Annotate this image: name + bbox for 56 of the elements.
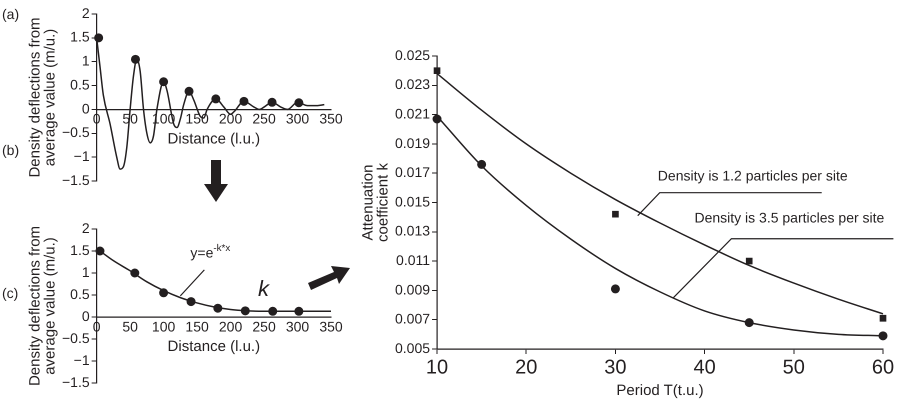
y-tick-label: 1 bbox=[82, 264, 90, 280]
x-tick-label: 350 bbox=[319, 110, 343, 127]
y-tick-label: 0.021 bbox=[394, 105, 430, 122]
x-tick-label: 60 bbox=[872, 356, 894, 379]
y-tick-label: −0.5 bbox=[62, 124, 90, 140]
y-tick-label: 0 bbox=[82, 100, 90, 116]
y-axis-title: Density deflections from average value (m/u.) bbox=[26, 17, 59, 178]
y-tick-label: 0.025 bbox=[394, 46, 430, 63]
y-tick-label: 0.5 bbox=[70, 286, 90, 302]
y-tick-label: 1 bbox=[82, 52, 90, 69]
x-tick-label: 50 bbox=[782, 356, 805, 379]
annotation: k bbox=[258, 276, 269, 302]
x-tick-label: 350 bbox=[319, 318, 343, 334]
x-axis-title: Period T(t.u.) bbox=[616, 382, 704, 400]
y-tick-label: 0.007 bbox=[394, 310, 430, 327]
x-tick-label: 250 bbox=[252, 110, 276, 127]
y-tick-label: 0.019 bbox=[394, 134, 430, 151]
x-axis-title: Distance (l.u.) bbox=[168, 338, 260, 355]
x-tick-label: 150 bbox=[185, 318, 209, 334]
x-axis-title: Distance (l.u.) bbox=[168, 130, 260, 148]
y-tick-label: 1.5 bbox=[70, 242, 90, 258]
y-tick-label: 0.009 bbox=[394, 281, 430, 298]
y-tick-label: 0.005 bbox=[394, 340, 430, 356]
x-tick-label: 300 bbox=[286, 318, 310, 334]
y-tick-label: −1 bbox=[74, 148, 90, 164]
y-tick-label: 0.017 bbox=[394, 164, 430, 180]
x-tick-label: 200 bbox=[218, 318, 242, 334]
text: (a) bbox=[2, 6, 20, 22]
text: (c) bbox=[2, 285, 18, 301]
x-tick-label: 10 bbox=[426, 356, 448, 379]
y-tick-label: −1.5 bbox=[62, 374, 90, 390]
y-tick-label: 0 bbox=[82, 308, 90, 324]
x-tick-label: 20 bbox=[515, 356, 538, 379]
y-tick-label: 1.5 bbox=[70, 28, 90, 45]
y-tick-label: 0.011 bbox=[396, 252, 430, 268]
y-tick-label: 0.013 bbox=[394, 222, 430, 239]
x-tick-label: 250 bbox=[252, 318, 276, 334]
y-tick-label: −1.5 bbox=[62, 172, 90, 188]
x-tick-label: 200 bbox=[218, 110, 242, 127]
y-tick-label: 0.5 bbox=[70, 76, 90, 92]
annotation: Density is 1.2 particles per site bbox=[658, 168, 848, 184]
y-axis-title: Density deflections from average value (m/u.) bbox=[26, 226, 59, 386]
y-axis-title: Attenuation coefficient k bbox=[360, 162, 392, 242]
x-tick-label: 30 bbox=[604, 356, 627, 379]
text: (b) bbox=[2, 142, 20, 158]
x-tick-label: 100 bbox=[152, 318, 176, 334]
x-tick-label: 40 bbox=[693, 356, 716, 379]
x-tick-label: 300 bbox=[286, 110, 310, 127]
y-tick-label: 2 bbox=[82, 4, 90, 21]
y-tick-label: 2 bbox=[82, 220, 90, 236]
x-tick-label: 50 bbox=[122, 318, 138, 334]
y-tick-label: 0.023 bbox=[394, 76, 430, 92]
annotation: Density is 3.5 particles per site bbox=[694, 210, 885, 226]
y-tick-label: −0.5 bbox=[62, 330, 90, 346]
y-tick-label: −1 bbox=[74, 352, 90, 368]
y-tick-label: 0.015 bbox=[394, 193, 430, 210]
